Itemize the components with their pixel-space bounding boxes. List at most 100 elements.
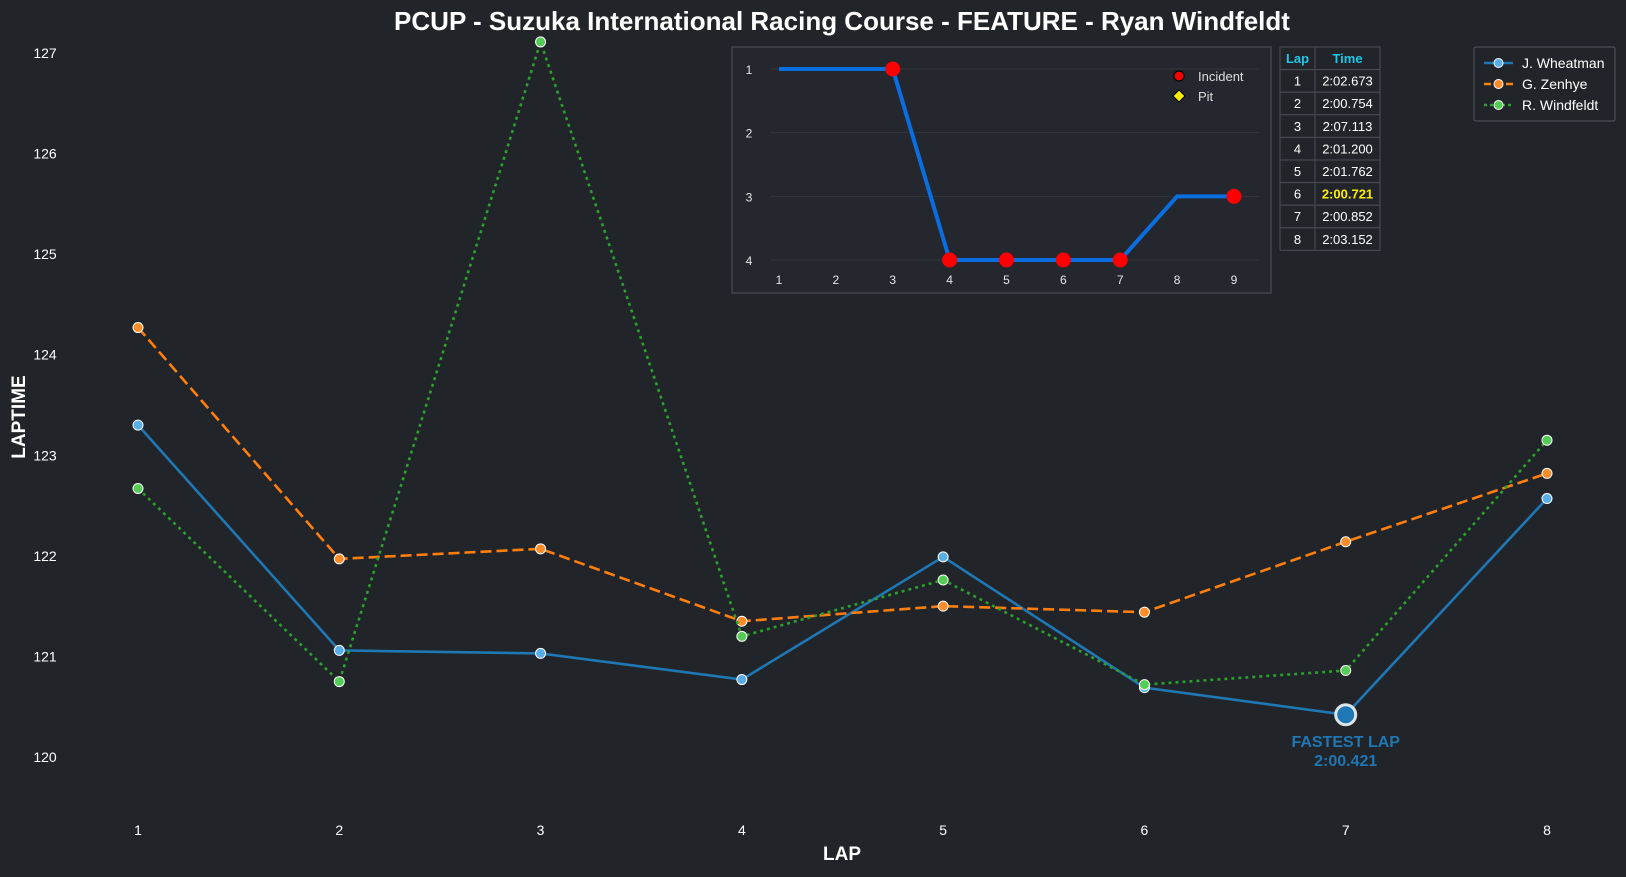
y-tick-label: 124 [33, 347, 57, 363]
x-tick-label: 2 [335, 822, 343, 838]
table-lap-time: 2:02.673 [1322, 74, 1373, 89]
inset-y-tick-label: 1 [746, 63, 753, 77]
table-lap-number: 4 [1294, 141, 1301, 156]
data-point [132, 419, 144, 431]
table-lap-number: 5 [1294, 164, 1301, 179]
data-point [132, 482, 144, 494]
table-lap-time: 2:03.152 [1322, 232, 1373, 247]
legend-label: G. Zenhye [1522, 76, 1588, 92]
fastest-lap-marker [1334, 703, 1358, 727]
data-point [1541, 434, 1553, 446]
x-tick-label: 8 [1543, 822, 1551, 838]
legend: J. Wheatman G. Zenhye R. Windfeldt [1473, 46, 1616, 122]
incident-marker [1112, 252, 1128, 268]
y-tick-label: 125 [33, 246, 57, 262]
x-tick-label: 5 [939, 822, 947, 838]
series-line-j-wheatman [137, 424, 1548, 717]
data-point [333, 644, 345, 656]
table-lap-time: 2:00.754 [1322, 96, 1373, 111]
inset-x-tick-label: 8 [1174, 273, 1181, 287]
inset-y-tick-label: 4 [746, 254, 753, 268]
x-tick-label: 7 [1342, 822, 1350, 838]
inset-x-tick-label: 2 [833, 273, 840, 287]
x-tick-label: 4 [738, 822, 746, 838]
incident-marker [942, 252, 958, 268]
data-point [736, 674, 748, 686]
y-tick-label: 126 [33, 146, 57, 162]
y-axis-label: LAPTIME [9, 375, 30, 458]
inset-x-tick-label: 9 [1231, 273, 1238, 287]
table-lap-number: 7 [1294, 209, 1301, 224]
x-tick-label: 6 [1141, 822, 1149, 838]
data-point [1340, 665, 1352, 677]
y-tick-label: 121 [33, 648, 57, 664]
data-point [1541, 467, 1553, 479]
series-line-g-zenhye [137, 326, 1548, 623]
data-point [1138, 679, 1150, 691]
legend-label: J. Wheatman [1522, 55, 1604, 71]
fastest-lap-label: FASTEST LAP [1291, 734, 1400, 751]
x-tick-label: 1 [134, 822, 142, 838]
inset-x-tick-label: 4 [946, 273, 953, 287]
inset-x-tick-label: 1 [776, 273, 783, 287]
series-line-r-windfeldt [137, 37, 1548, 686]
incident-marker [885, 61, 901, 77]
inset-x-tick-label: 3 [889, 273, 896, 287]
inset-x-tick-label: 6 [1060, 273, 1067, 287]
data-point [333, 553, 345, 565]
data-point [535, 543, 547, 555]
table-lap-time: 2:01.200 [1322, 141, 1373, 156]
table-lap-number: 8 [1294, 232, 1301, 247]
y-tick-label: 123 [33, 447, 57, 463]
position-inset: 1 2 3 4 1 2 3 4 5 6 7 8 9 Incident Pit [731, 46, 1272, 294]
data-point [1340, 536, 1352, 548]
table-lap-number: 1 [1294, 74, 1301, 89]
data-point [535, 647, 547, 659]
incident-marker [999, 252, 1014, 268]
legend-swatch-marker [1493, 79, 1504, 89]
incident-legend-marker [1173, 70, 1185, 82]
inset-x-tick-label: 7 [1117, 273, 1124, 287]
table-lap-time: 2:00.852 [1322, 209, 1373, 224]
table-header-label: Time [1332, 51, 1362, 66]
table-lap-time: 2:07.113 [1323, 119, 1373, 134]
legend-swatch-marker [1493, 100, 1504, 110]
inset-y-tick-label: 3 [746, 190, 753, 204]
legend-box [1473, 46, 1616, 122]
incident-legend-label: Incident [1198, 69, 1244, 84]
table-lap-number: 2 [1294, 96, 1301, 111]
chart-title: PCUP - Suzuka International Racing Cours… [394, 6, 1290, 36]
data-point [1138, 606, 1150, 618]
table-lap-number: 3 [1294, 119, 1301, 134]
y-tick-label: 120 [33, 749, 57, 765]
y-tick-label: 122 [33, 548, 57, 564]
table-lap-time: 2:00.721 [1322, 187, 1373, 202]
y-tick-label: 127 [33, 45, 57, 61]
x-axis-label: LAP [823, 844, 861, 865]
data-point [333, 676, 345, 688]
table-lap-number: 6 [1294, 187, 1301, 202]
incident-marker [1226, 188, 1242, 204]
table-cell [1314, 227, 1381, 251]
data-point [736, 615, 748, 627]
data-point [736, 630, 748, 642]
inset-y-tick-label: 2 [746, 127, 753, 141]
table-lap-time: 2:01.762 [1322, 164, 1373, 179]
legend-swatch-marker [1493, 58, 1504, 68]
data-point [937, 600, 949, 612]
pit-legend-label: Pit [1198, 89, 1214, 104]
x-tick-label: 3 [537, 822, 545, 838]
incident-marker [1055, 252, 1071, 268]
data-point [937, 551, 949, 563]
data-point [132, 322, 144, 334]
pit-legend-marker [1172, 89, 1186, 103]
table-header-label: Lap [1286, 51, 1309, 66]
data-point [937, 574, 949, 586]
data-point [535, 36, 547, 48]
legend-label: R. Windfeldt [1522, 97, 1598, 113]
data-point [1541, 493, 1553, 505]
laptime-table: Lap Time 1 2:02.673 2 2:00.754 3 2:07.113 4 2:01.… [1279, 46, 1381, 251]
